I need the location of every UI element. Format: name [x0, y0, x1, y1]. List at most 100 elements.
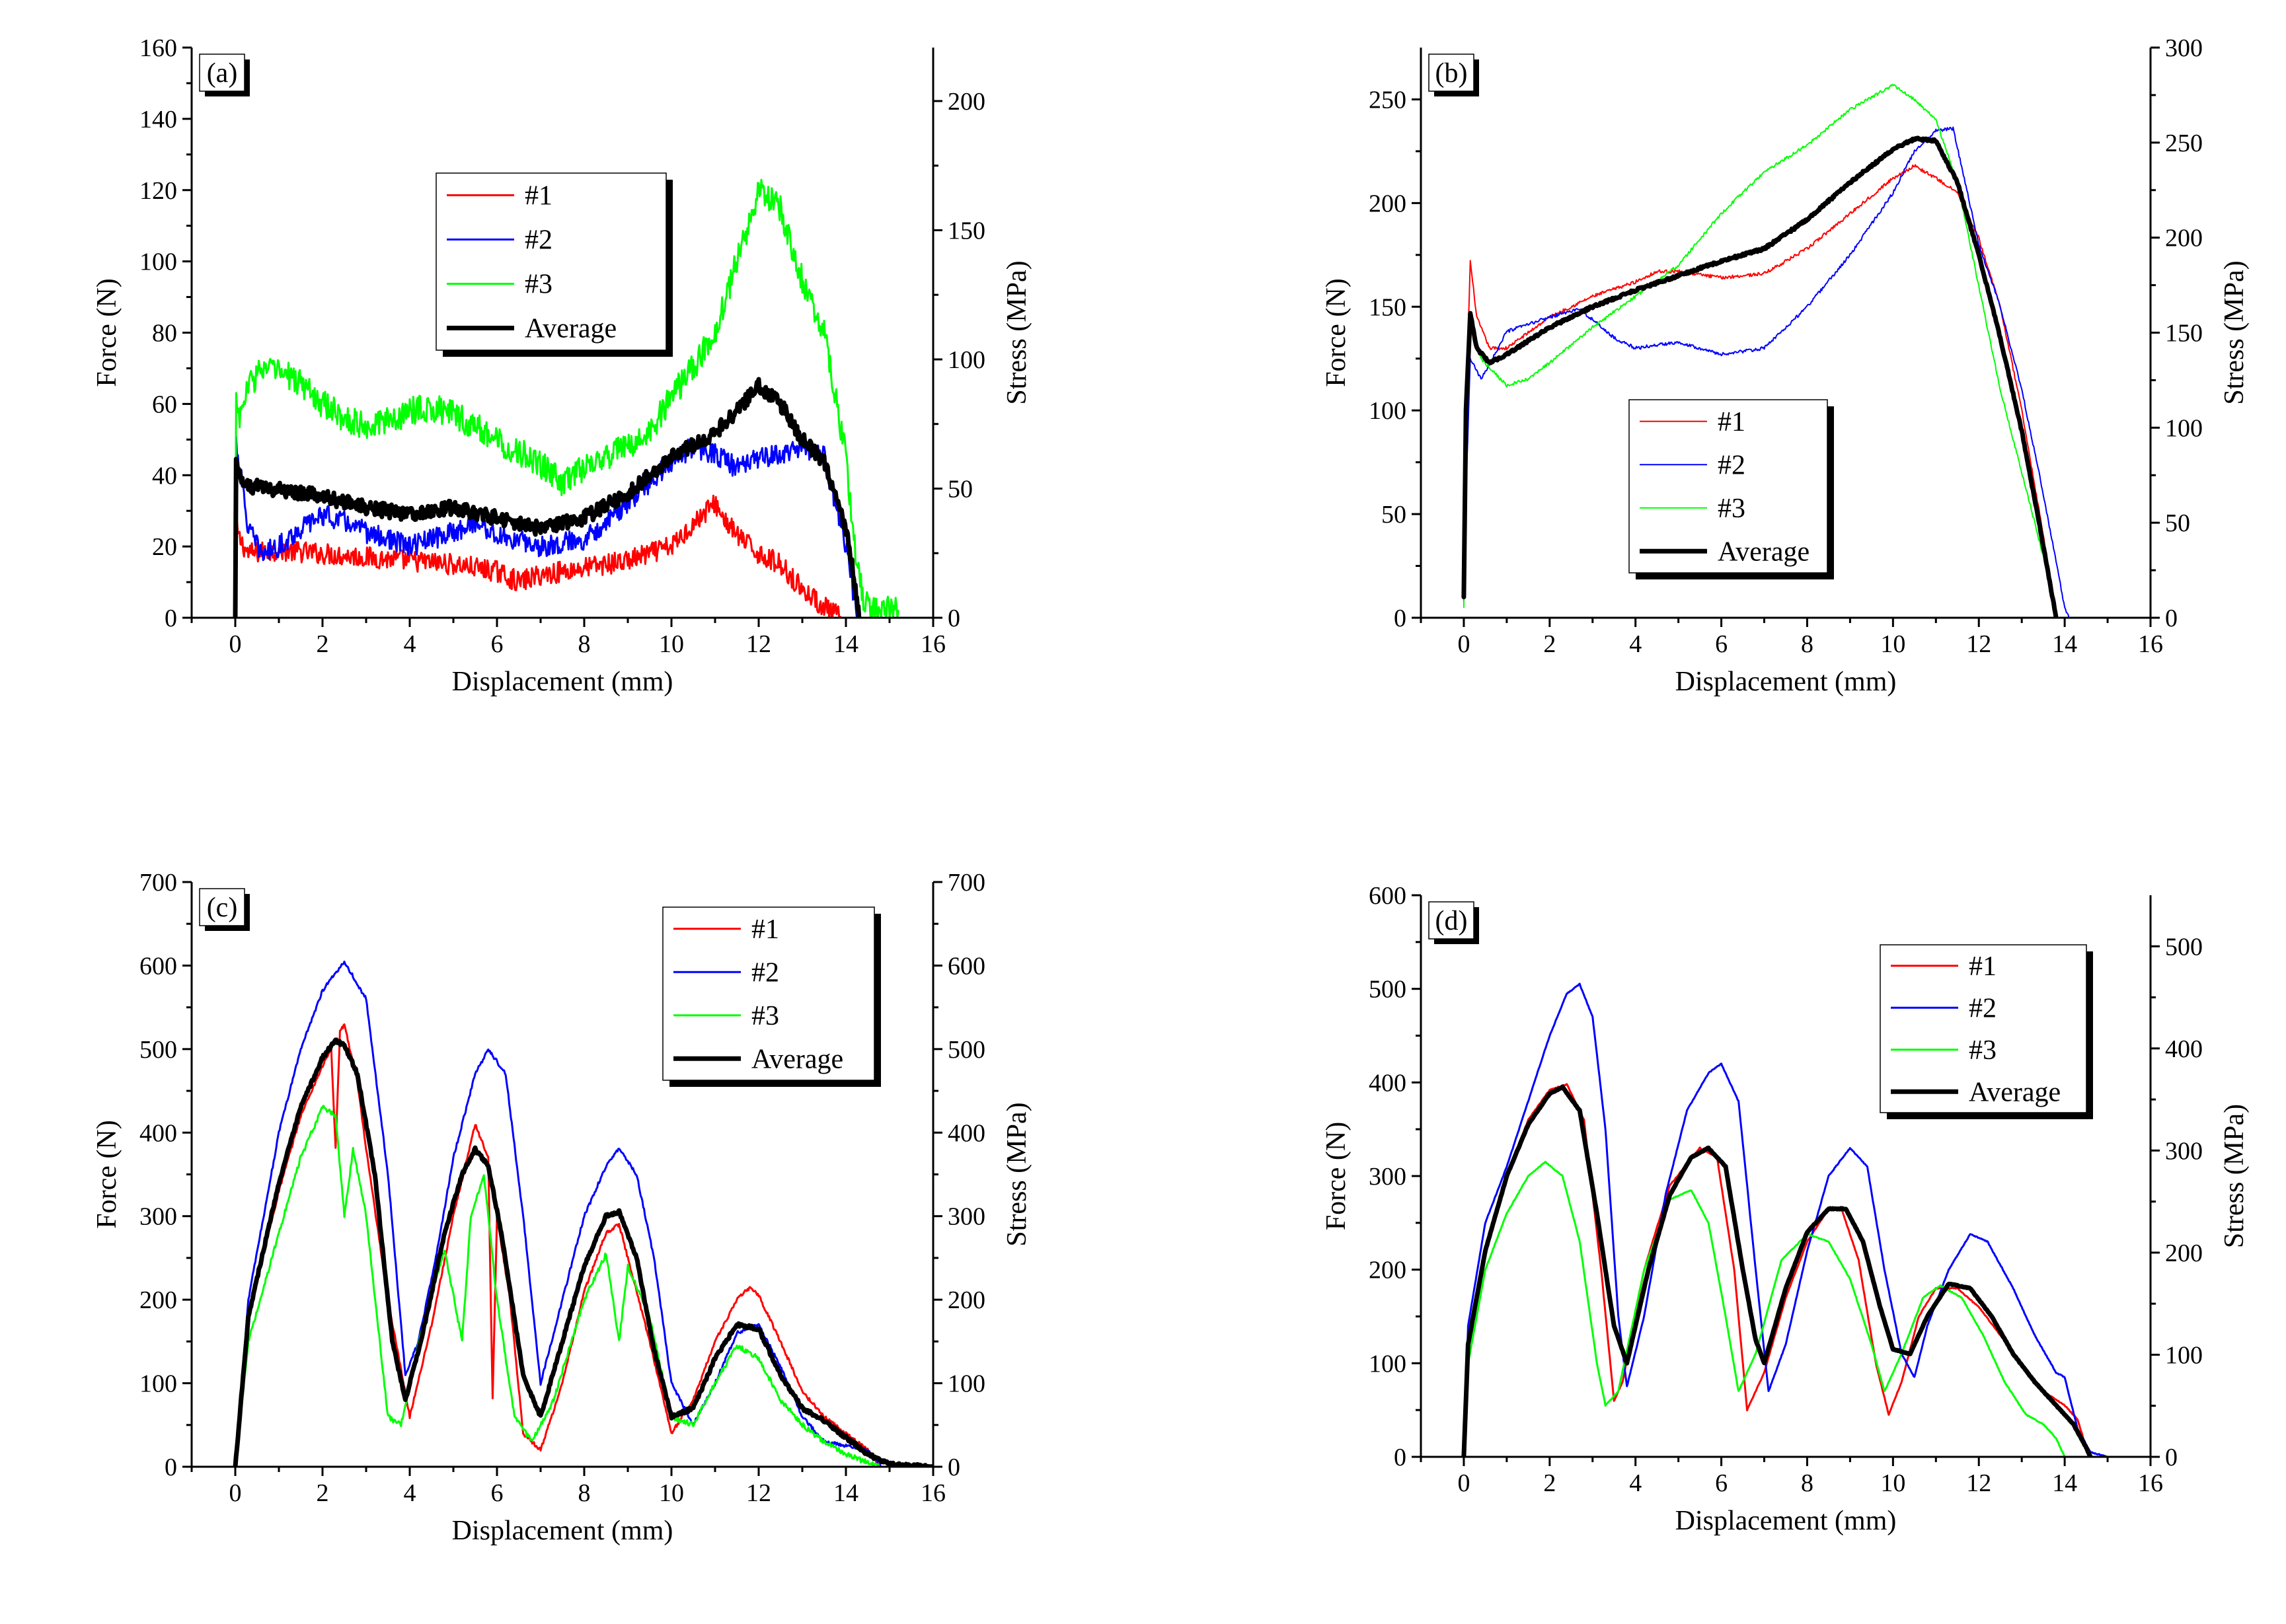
y2-tick-label: 250 — [2165, 129, 2203, 157]
x-axis-title: Displacement (mm) — [452, 1516, 673, 1546]
x-tick-label: 16 — [921, 630, 946, 658]
x-tick-label: 16 — [2138, 630, 2163, 658]
legend: #1 #2 #3 Average — [1880, 944, 2093, 1119]
panel-label: (b) — [1435, 58, 1468, 89]
y-tick-label: 400 — [139, 1119, 177, 1147]
series-line-3 — [234, 1105, 882, 1467]
x-tick-label: 4 — [404, 1479, 416, 1507]
x-tick-label: 12 — [746, 630, 771, 658]
y-tick-label: 100 — [139, 248, 177, 276]
y2-tick-label: 0 — [948, 1454, 960, 1481]
x-tick-label: 10 — [659, 630, 684, 658]
x-tick-label: 4 — [404, 630, 416, 658]
x-tick-label: 0 — [229, 1479, 242, 1507]
y-tick-label: 200 — [1369, 190, 1406, 217]
x-tick-label: 6 — [491, 630, 504, 658]
x-tick-label: 4 — [1629, 1469, 1642, 1497]
y-tick-label: 600 — [1369, 882, 1406, 910]
y-tick-label: 600 — [139, 952, 177, 980]
x-tick-label: 6 — [1715, 630, 1728, 658]
legend-label: Average — [1718, 536, 1810, 567]
y2-tick-label: 300 — [2165, 1137, 2203, 1165]
x-tick-label: 14 — [2052, 1469, 2077, 1497]
x-tick-label: 16 — [921, 1479, 946, 1507]
y-tick-label: 120 — [139, 177, 177, 205]
legend-label: #3 — [751, 1001, 779, 1031]
y-axis-title: Force (N) — [1321, 278, 1352, 387]
legend-box — [1880, 944, 2087, 1113]
y-tick-label: 100 — [1369, 397, 1406, 425]
y-tick-label: 0 — [165, 605, 177, 632]
legend-box — [1628, 399, 1828, 573]
x-tick-label: 12 — [1966, 630, 1991, 658]
legend-label: #2 — [1718, 450, 1745, 480]
panel-label-box — [199, 54, 245, 92]
panel-label-box — [1428, 901, 1474, 940]
y2-tick-label: 700 — [948, 869, 985, 897]
y2-tick-label: 300 — [948, 1203, 985, 1231]
y2-tick-label: 150 — [2165, 320, 2203, 348]
y2-tick-label: 100 — [2165, 414, 2203, 442]
x-tick-label: 10 — [1880, 630, 1905, 658]
y-axis-title: Force (N) — [92, 1120, 122, 1228]
x-tick-label: 2 — [317, 1479, 329, 1507]
y-tick-label: 160 — [139, 34, 177, 62]
y-axis-title: Force (N) — [1321, 1122, 1352, 1230]
y2-tick-label: 50 — [948, 475, 973, 503]
x-tick-label: 0 — [1457, 630, 1470, 658]
y2-axis-title: Stress (MPa) — [2219, 1104, 2250, 1248]
y-tick-label: 40 — [152, 462, 177, 490]
series-line-2 — [1463, 126, 2070, 618]
x-tick-label: 0 — [229, 630, 242, 658]
y-axis-title: Force (N) — [92, 278, 122, 387]
x-tick-label: 8 — [578, 630, 591, 658]
x-tick-label: 8 — [1801, 630, 1813, 658]
y-tick-label: 500 — [139, 1036, 177, 1064]
y2-tick-label: 100 — [2165, 1341, 2203, 1369]
x-axis-title: Displacement (mm) — [1675, 1506, 1897, 1536]
y-tick-label: 60 — [152, 390, 177, 418]
series-line-1 — [1463, 164, 2057, 618]
y2-tick-label: 50 — [2165, 509, 2190, 537]
y-tick-label: 50 — [1381, 501, 1406, 529]
series-line-average — [1461, 135, 2059, 618]
panel-label: (c) — [207, 893, 238, 923]
y2-tick-label: 200 — [2165, 225, 2203, 252]
y-tick-label: 80 — [152, 320, 177, 348]
y2-tick-label: 200 — [948, 88, 985, 116]
y2-tick-label: 500 — [2165, 933, 2203, 961]
legend-label: #3 — [1718, 494, 1745, 524]
legend-label: #1 — [1969, 951, 1997, 982]
legend-label: #2 — [1969, 993, 1997, 1023]
x-tick-label: 6 — [491, 1479, 504, 1507]
series-line-3 — [1463, 1160, 2066, 1457]
x-axis-title: Displacement (mm) — [452, 667, 673, 697]
y-tick-label: 0 — [165, 1454, 177, 1481]
y-tick-label: 300 — [1369, 1163, 1406, 1191]
y-tick-label: 250 — [1369, 86, 1406, 114]
y-tick-label: 200 — [1369, 1257, 1406, 1284]
series-line-1 — [234, 1023, 882, 1467]
y-tick-label: 400 — [1369, 1069, 1406, 1097]
legend: #1 #2 #3 Average — [662, 906, 881, 1087]
y-tick-label: 500 — [1369, 976, 1406, 1004]
series-line-average — [233, 1037, 933, 1467]
series-line-average — [1461, 1084, 2093, 1457]
legend-label: #3 — [525, 270, 552, 300]
y2-tick-label: 400 — [948, 1119, 985, 1147]
panel-label: (d) — [1435, 906, 1468, 936]
y2-tick-label: 200 — [2165, 1239, 2203, 1267]
legend-label: #1 — [525, 181, 552, 211]
y-tick-label: 700 — [139, 869, 177, 897]
y2-tick-label: 300 — [2165, 34, 2203, 62]
legend-label: #1 — [1718, 407, 1745, 437]
series-line-3 — [234, 178, 899, 618]
legend: #1 #2 #3 Average — [436, 172, 673, 357]
legend-label: #2 — [525, 225, 552, 256]
x-tick-label: 6 — [1715, 1469, 1728, 1497]
legend-label: Average — [1969, 1077, 2061, 1107]
y2-tick-label: 500 — [948, 1036, 985, 1064]
x-tick-label: 4 — [1629, 630, 1642, 658]
y2-axis-title: Stress (MPa) — [1002, 1102, 1032, 1246]
